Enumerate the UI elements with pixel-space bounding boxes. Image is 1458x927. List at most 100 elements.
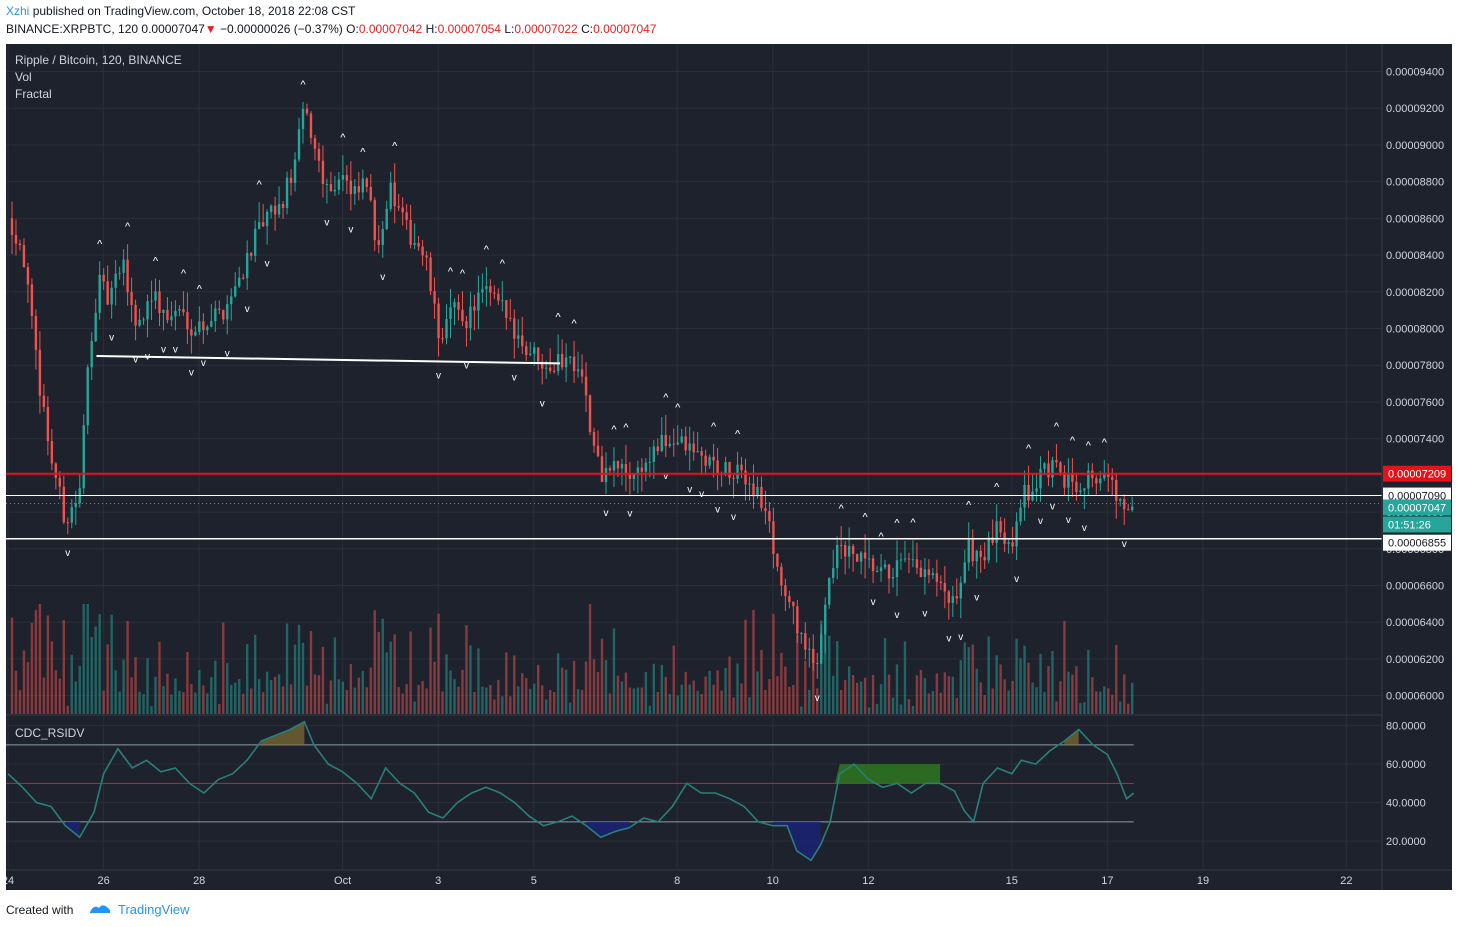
candle-body xyxy=(425,255,428,258)
volume-bar xyxy=(277,674,281,714)
candle-body xyxy=(975,550,978,562)
volume-bar xyxy=(178,690,181,714)
fractal-up-marker: ^ xyxy=(1070,435,1076,447)
fractal-down-marker: v xyxy=(663,471,668,482)
fractal-down-marker: v xyxy=(699,489,704,500)
volume-bar xyxy=(305,685,309,714)
chart-area[interactable]: v^v^vv^vv^v^vvv^v^v^v^v^v^^v^^vv^^v^^v^v… xyxy=(2,44,1452,890)
candle-body xyxy=(134,304,137,326)
volume-bar xyxy=(1011,680,1014,714)
volume-bar xyxy=(230,684,233,714)
fractal-down-marker: v xyxy=(871,597,876,608)
volume-bar xyxy=(1039,653,1042,714)
candle-body xyxy=(170,316,173,321)
volume-bar xyxy=(1087,649,1090,714)
volume-bar xyxy=(1111,694,1114,714)
time-tick-label: 22 xyxy=(1340,875,1352,887)
candle-body xyxy=(242,277,245,279)
volume-bar xyxy=(1027,662,1030,714)
volume-bar xyxy=(90,636,93,714)
candle-body xyxy=(732,477,735,479)
volume-bar xyxy=(828,635,831,714)
volume-bar xyxy=(253,634,257,714)
candle-body xyxy=(429,257,432,292)
candle-body xyxy=(624,464,628,475)
fractal-up-marker: ^ xyxy=(460,268,466,280)
volume-bar xyxy=(632,688,636,714)
fractal-down-marker: v xyxy=(464,360,469,371)
candle-body xyxy=(138,319,141,326)
volume-bar xyxy=(1083,702,1086,714)
candle-body xyxy=(130,292,133,305)
fractal-down-marker: v xyxy=(512,373,517,384)
volume-bar xyxy=(301,642,305,714)
volume-bar xyxy=(134,657,137,714)
volume-bar xyxy=(596,671,600,714)
volume-bar xyxy=(142,694,145,714)
volume-bar xyxy=(477,648,480,714)
volume-bar xyxy=(1051,651,1054,714)
price-tick-label: 0.00006400 xyxy=(1386,617,1444,629)
close-label: C: xyxy=(581,22,594,36)
volume-bar xyxy=(34,610,38,714)
volume-bar xyxy=(800,706,803,714)
volume-bar xyxy=(696,690,699,714)
volume-bar xyxy=(337,679,341,714)
volume-bar xyxy=(1055,701,1058,714)
legend-indicator: CDC_RSIDV xyxy=(15,726,84,740)
time-tick-label: 12 xyxy=(862,875,874,887)
volume-bar xyxy=(493,699,496,714)
volume-bar xyxy=(927,693,931,714)
volume-bar xyxy=(513,655,516,714)
candle-body xyxy=(764,508,767,512)
volume-bar xyxy=(943,672,947,714)
fractal-down-marker: v xyxy=(894,610,899,621)
candle-body xyxy=(249,252,253,256)
tradingview-link[interactable]: TradingView xyxy=(118,902,190,917)
fractal-down-marker: v xyxy=(603,508,608,519)
candle-body xyxy=(999,521,1002,533)
tradingview-logo-icon[interactable] xyxy=(88,900,112,916)
volume-bar xyxy=(349,663,353,714)
candle-body xyxy=(497,293,500,301)
volume-bar xyxy=(572,660,576,714)
volume-bar xyxy=(804,660,807,714)
candle-body xyxy=(74,503,77,508)
volume-bar xyxy=(94,626,97,714)
candle-body xyxy=(525,346,528,355)
legend-vol: Vol xyxy=(15,70,32,84)
fractal-down-marker: v xyxy=(225,348,230,359)
candle-body xyxy=(98,274,101,313)
close-value: 0.00007047 xyxy=(593,22,657,36)
volume-bar xyxy=(417,684,420,714)
volume-bar xyxy=(405,684,408,714)
fractal-up-marker: ^ xyxy=(500,258,506,270)
fractal-down-marker: v xyxy=(245,304,250,315)
candle-body xyxy=(373,200,376,241)
volume-bar xyxy=(497,679,500,714)
chart-svg[interactable]: v^v^vv^vv^v^vvv^v^v^v^v^v^^v^^vv^^v^^v^v… xyxy=(2,44,1452,890)
volume-bar xyxy=(863,677,867,714)
candle-body xyxy=(1075,481,1078,493)
candle-body xyxy=(1071,472,1074,482)
volume-bar xyxy=(1091,677,1094,714)
axes: 0.00006000 0.00006200 0.00006400 0.00006600… xyxy=(2,44,1452,890)
candle-body xyxy=(863,552,867,559)
volume-bar xyxy=(1123,674,1126,714)
time-tick-label: 5 xyxy=(531,875,537,887)
volume-bar xyxy=(660,664,663,714)
volume-bar xyxy=(449,670,452,714)
volume-bar xyxy=(210,677,213,714)
volume-bar xyxy=(704,676,707,714)
volume-bar xyxy=(999,664,1002,714)
fractal-down-marker: v xyxy=(133,354,138,365)
volume-bar xyxy=(489,685,492,714)
candle-body xyxy=(712,456,715,461)
volume-bar xyxy=(820,620,823,714)
volume-bar xyxy=(556,653,560,714)
fractal-down-marker: v xyxy=(540,398,545,409)
publisher-link[interactable]: Xzhi xyxy=(6,4,30,18)
volume-bar xyxy=(46,615,50,714)
countdown-label-bg xyxy=(1383,516,1451,533)
fractal-down-marker: v xyxy=(436,371,441,382)
